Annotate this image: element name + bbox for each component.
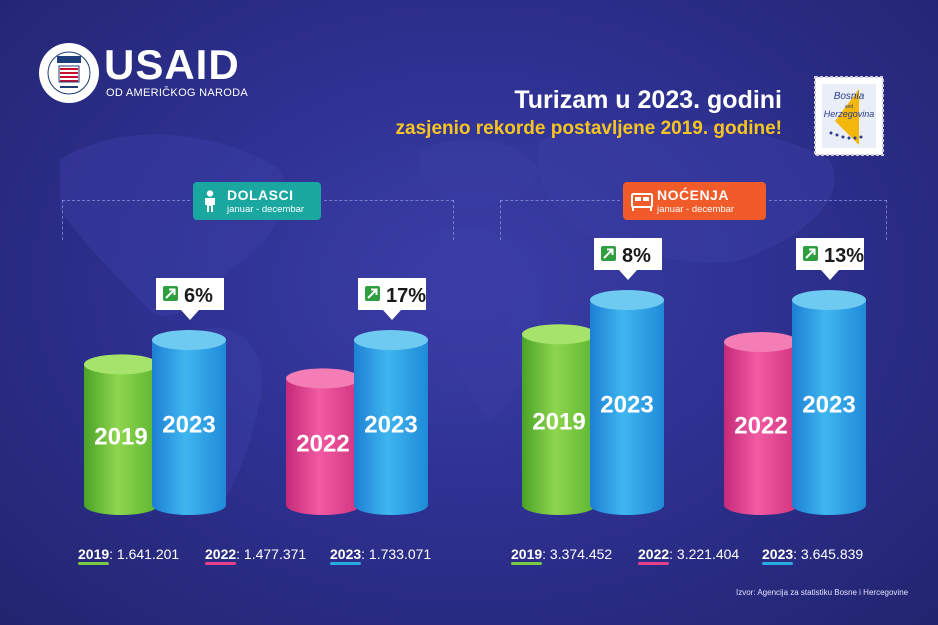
bar-label-2022: 2022: [734, 412, 787, 439]
legend-year: 2023: [330, 546, 362, 565]
bar-label-2019: 2019: [532, 409, 585, 436]
bar-dolasci-2019: [84, 364, 158, 515]
legend-value: : 3.645.839: [793, 546, 864, 562]
panel-b-frame-line: [500, 200, 620, 201]
panel-a-frame-left: [62, 200, 63, 240]
bar-top-2023: [792, 290, 866, 310]
subheadline: zasjenio rekorde postavljene 2019. godin…: [395, 118, 782, 139]
dolasci-badge: DOLASCI januar - decembar: [193, 182, 321, 220]
person-icon: [205, 190, 215, 212]
nocenja-title: NOĆENJA: [657, 187, 729, 203]
headline: Turizam u 2023. godini: [514, 86, 782, 114]
legend-year: 2019: [511, 546, 543, 565]
bar-dolasci-2022: [286, 378, 360, 515]
panel-b-frame-left: [500, 200, 501, 240]
legend-year: 2022: [205, 546, 237, 565]
panel-a-frame-line: [324, 200, 454, 201]
usaid-seal-logo: [39, 43, 99, 103]
legend-underline: [638, 562, 670, 565]
legend-item-2023: 2023: 3.645.839: [762, 546, 864, 565]
usaid-wordmark: USAID: [104, 41, 240, 88]
panel-b-frame-line: [769, 200, 887, 201]
legend-underline: [330, 562, 362, 565]
legend-item-2022: 2022: 3.221.404: [638, 546, 740, 565]
arrow-up-glyph: [367, 288, 378, 299]
legend-underline: [205, 562, 237, 565]
legend-item-2019: 2019: 3.374.452: [511, 546, 613, 565]
change-value: 17%: [386, 285, 426, 307]
legend-item-2022: 2022: 1.477.371: [205, 546, 307, 565]
panel-b-frame-right: [886, 200, 887, 240]
bar-label-2023: 2023: [600, 392, 653, 419]
legend-item-2023: 2023: 1.733.071: [330, 546, 432, 565]
bed-icon: [631, 193, 653, 211]
legend-underline: [78, 562, 110, 565]
arrow-up-glyph: [603, 248, 614, 259]
panel-a-frame-right: [453, 200, 454, 240]
dolasci-subtitle: januar - decembar: [227, 204, 305, 215]
bar-dolasci-2023: [354, 340, 428, 515]
bar-label-2019: 2019: [94, 424, 147, 451]
bar-top-2019: [522, 324, 596, 345]
usaid-tagline: OD AMERIČKOG NARODA: [106, 87, 248, 99]
bar-label-2023: 2023: [162, 412, 215, 439]
arrow-up-glyph: [805, 248, 816, 259]
bar-noćenja-2022: [724, 341, 798, 515]
bar-top-2022: [286, 368, 360, 389]
change-value: 6%: [184, 285, 213, 307]
change-value: 13%: [824, 245, 864, 267]
bar-dolasci-2023: [152, 340, 226, 515]
bar-top-2023: [354, 330, 428, 350]
bar-top-2019: [84, 354, 158, 375]
legend-underline: [762, 562, 794, 565]
panel-a-frame-line: [62, 200, 190, 201]
bih-stamp-logo: Bosnia and Herzegovina: [814, 76, 884, 156]
nocenja-badge: NOĆENJA januar - decembar: [623, 182, 766, 220]
legend-item-2019: 2019: 1.641.201: [78, 546, 180, 565]
source-note: Izvor: Agencija za statistiku Bosne i He…: [736, 588, 909, 597]
bar-top-2022: [724, 331, 798, 352]
bar-label-2022: 2022: [296, 431, 349, 458]
legend-year: 2022: [638, 546, 670, 565]
legend-year: 2023: [762, 546, 794, 565]
arrow-up-glyph: [165, 288, 176, 299]
bar-label-2023: 2023: [364, 412, 417, 439]
bar-top-2023: [590, 290, 664, 310]
legend-underline: [511, 562, 543, 565]
dolasci-title: DOLASCI: [227, 187, 294, 203]
legend-value: : 1.733.071: [361, 546, 432, 562]
bar-noćenja-2023: [792, 300, 866, 515]
nocenja-subtitle: januar - decembar: [657, 204, 735, 215]
legend-value: : 1.641.201: [109, 546, 180, 562]
bar-noćenja-2019: [522, 334, 596, 515]
change-value: 8%: [622, 245, 651, 267]
legend-year: 2019: [78, 546, 110, 565]
bar-top-2023: [152, 330, 226, 350]
legend-value: : 1.477.371: [236, 546, 307, 562]
stamp-line1: Bosnia: [834, 91, 865, 102]
bar-noćenja-2023: [590, 300, 664, 515]
bar-label-2023: 2023: [802, 392, 855, 419]
stamp-mid: and: [845, 104, 854, 110]
stamp-line2: Herzegovina: [824, 109, 875, 119]
legend-value: : 3.221.404: [669, 546, 740, 562]
legend-value: : 3.374.452: [542, 546, 613, 562]
